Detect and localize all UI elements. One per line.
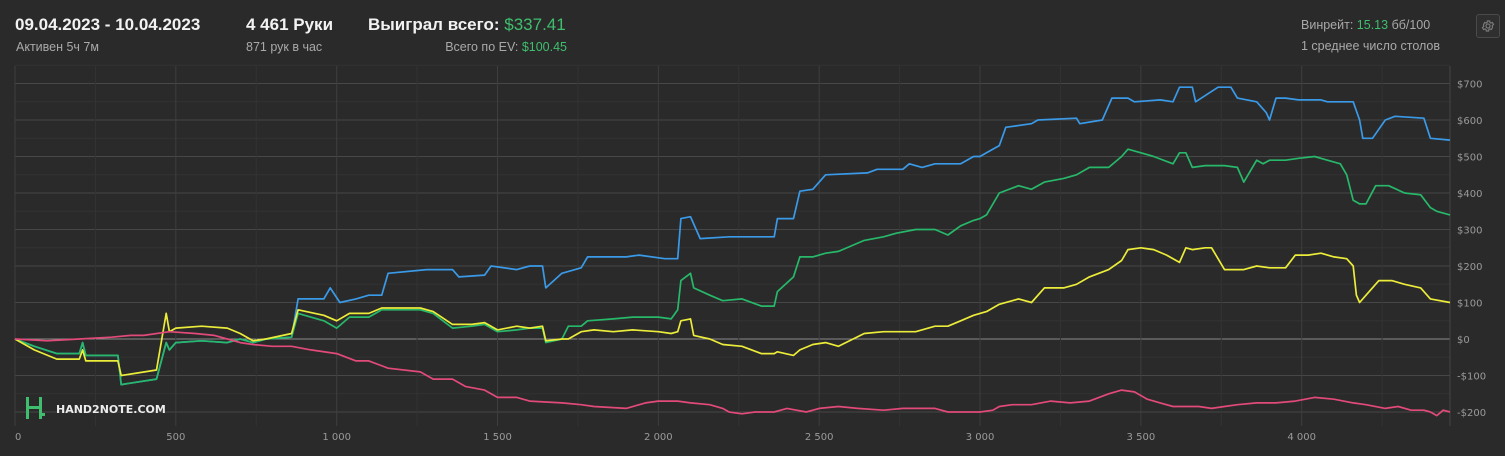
x-tick-label: 3 500 [1127,432,1156,443]
x-tick-label: 2 500 [805,432,834,443]
x-tick-label: 500 [166,432,185,443]
y-tick-label: -$100 [1457,372,1486,383]
settings-button[interactable] [1476,14,1500,38]
series-lines [14,86,1451,417]
series-line-1 [14,148,1451,386]
y-tick-label: $400 [1457,189,1482,200]
y-tick-label: $300 [1457,226,1482,237]
logo-text: HAND2NOTE.COM [56,403,166,416]
y-tick-label: -$200 [1457,408,1486,419]
grid [14,64,1451,426]
ev-total: Всего по EV: $100.45 [445,40,567,54]
x-tick-label: 1 000 [322,432,351,443]
hands-per-hour: 871 рук в час [246,40,323,54]
x-tick-label: 4 000 [1287,432,1316,443]
y-tick-label: $500 [1457,153,1482,164]
h2n-logo-icon [26,397,45,419]
gear-icon [1481,20,1495,32]
ev-label: Всего по EV: [445,40,519,54]
winrate-label: Винрейт: [1301,18,1354,32]
y-axis-ticks: $700 $600 $500 $400 $300 $200 $100 $0 -$100 -$200 [1457,80,1486,420]
winrate-unit: бб/100 [1391,18,1431,32]
ev-value: $100.45 [521,40,567,54]
hand2note-logo: HAND2NOTE.COM [26,397,166,419]
series-line-3 [14,330,1451,417]
x-tick-label: 0 [15,432,21,443]
won-value: $337.41 [504,15,566,34]
hands-count: 4 461 Руки [246,15,334,34]
won-label: Выиграл всего: [368,15,500,34]
series-line-2 [14,246,1451,377]
y-tick-label: $600 [1457,116,1482,127]
winrate: Винрейт: 15.13 бб/100 [1301,18,1430,32]
active-time: Активен 5ч 7м [16,40,99,54]
avg-tables: 1 среднее число столов [1301,39,1441,53]
date-range: 09.04.2023 - 10.04.2023 [15,15,201,34]
won-total: Выиграл всего: $337.41 [368,15,566,35]
y-tick-label: $0 [1457,335,1470,346]
winrate-value: 15.13 [1356,18,1389,32]
y-tick-label: $200 [1457,262,1482,273]
x-tick-label: 3 000 [966,432,995,443]
x-tick-label: 2 000 [644,432,673,443]
x-axis-ticks: 0 500 1 000 1 500 2 000 2 500 3 000 3 500 4 000 [15,432,1316,443]
y-tick-label: $100 [1457,299,1482,310]
x-tick-label: 1 500 [483,432,512,443]
y-tick-label: $700 [1457,80,1482,91]
